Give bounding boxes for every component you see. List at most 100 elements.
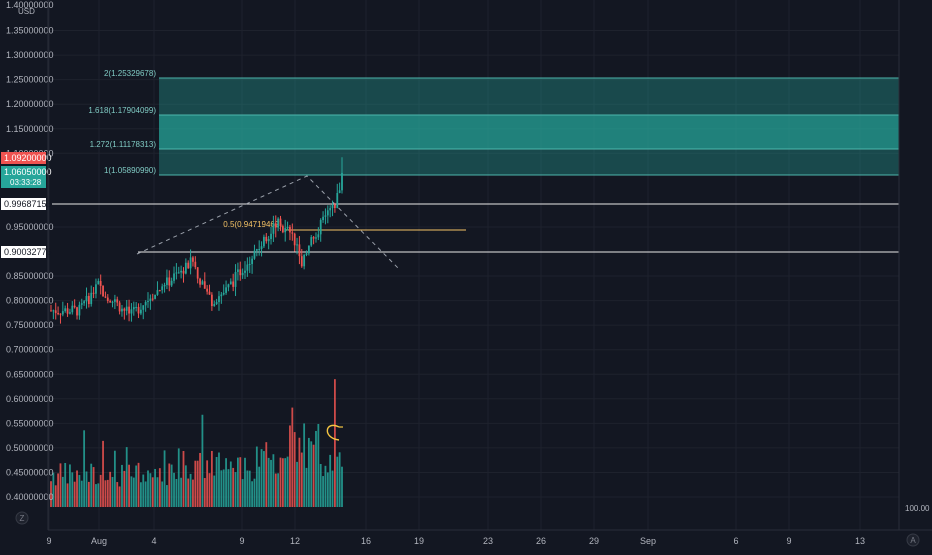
volume-bar <box>312 444 315 507</box>
volume-bar <box>326 472 329 507</box>
time-tick-label: 16 <box>361 536 371 546</box>
time-tick-label: 26 <box>536 536 546 546</box>
candle-body <box>336 192 339 208</box>
candle-body <box>92 292 95 294</box>
volume-bar <box>206 460 209 507</box>
volume-bar <box>300 452 303 507</box>
candle-body <box>206 288 209 292</box>
volume-bar <box>69 464 71 507</box>
candle-body <box>168 277 171 286</box>
volume-bar <box>220 470 223 507</box>
candle-body <box>199 278 201 285</box>
candle-body <box>234 271 237 287</box>
volume-bar <box>336 456 339 507</box>
volume-bar <box>303 423 306 507</box>
volume-bar <box>239 457 242 507</box>
candle-body <box>173 273 175 281</box>
candle-body <box>109 301 112 303</box>
price-tick-label: 0.50000000 <box>6 443 54 453</box>
candle-body <box>258 249 261 251</box>
volume-bar <box>170 464 173 507</box>
volume-bar <box>305 467 308 507</box>
candle-body <box>137 306 140 314</box>
level-tag-upper <box>1 198 46 210</box>
time-tick-label: 6 <box>733 536 738 546</box>
candle-body <box>272 223 275 234</box>
candle-body <box>255 249 258 251</box>
volume-bar <box>232 467 235 507</box>
candle-body <box>95 284 97 294</box>
current-price-tag <box>1 166 46 188</box>
volume-bar <box>329 454 332 507</box>
volume-bar <box>132 477 135 507</box>
volume-bar <box>182 450 185 507</box>
volume-bar <box>203 478 206 507</box>
candle-body <box>132 307 135 310</box>
volume-bar <box>180 477 183 507</box>
volume-bar <box>106 479 109 507</box>
trend-path[interactable] <box>136 175 401 271</box>
candle-body <box>324 215 327 217</box>
volume-bar <box>298 437 301 507</box>
volume-bar <box>310 441 313 507</box>
volume-bar <box>225 458 227 507</box>
candle-body <box>99 281 102 286</box>
candle-body <box>106 297 109 302</box>
candle-body <box>85 295 88 302</box>
volume-bar <box>274 473 277 507</box>
volume-bar <box>173 472 175 507</box>
volume-bar <box>177 448 180 507</box>
volume-bar <box>213 475 216 507</box>
candle-body <box>227 284 230 288</box>
candle-body <box>300 256 303 267</box>
volume-bar <box>87 481 90 507</box>
candle-body <box>90 292 93 304</box>
volume-bar <box>135 465 138 507</box>
candle-body <box>73 305 76 308</box>
candle-body <box>156 290 159 295</box>
volume-bar <box>109 471 112 507</box>
volume-bar <box>196 460 199 507</box>
volume-bar <box>227 469 230 507</box>
price-tick-label: 1.20000000 <box>6 99 54 109</box>
volume-bar <box>315 430 317 507</box>
volume-bar <box>234 472 237 507</box>
auto-scale-icon: A <box>910 536 916 545</box>
candle-body <box>116 299 119 303</box>
candle-body <box>307 245 310 254</box>
price-tick-label: 0.65000000 <box>6 369 54 379</box>
candle-body <box>229 281 232 285</box>
volume-bar <box>95 484 97 507</box>
candle-body <box>80 303 83 305</box>
time-tick-label: 9 <box>786 536 791 546</box>
candle-body <box>284 228 287 233</box>
candle-body <box>267 239 270 242</box>
volume-bar <box>199 452 201 507</box>
price-axis[interactable]: 1.40000000 USD 1.35000000 1.30000000 1.250… <box>1 0 54 530</box>
volume-bar <box>71 472 74 507</box>
candle-body <box>334 204 336 208</box>
volume-bar <box>286 456 289 507</box>
volume-bar <box>187 478 190 507</box>
candle-body <box>76 307 78 316</box>
auto-scale-button[interactable] <box>906 533 920 547</box>
price-tick-label: 0.55000000 <box>6 418 54 428</box>
volume-bar <box>97 483 100 507</box>
price-tick-label: 0.95000000 <box>6 222 54 232</box>
time-tick-label: 12 <box>290 536 300 546</box>
candle-body <box>194 261 197 268</box>
candle-body <box>118 302 121 312</box>
time-axis[interactable]: 9 Aug 4 9 12 16 19 23 26 29 Sep 6 9 13 Z A <box>15 511 932 547</box>
candle-body <box>210 294 213 307</box>
candle-body <box>326 210 329 216</box>
price-tick-label: 1.30000000 <box>6 50 54 60</box>
candle-body <box>161 286 164 291</box>
fib-extension[interactable]: 2(1.25329678) 1.618(1.17904099) 1.272(1.… <box>88 69 899 176</box>
candle-body <box>97 281 100 285</box>
volume-bar <box>121 464 123 507</box>
volume-bar <box>92 467 95 507</box>
zoom-reset-button[interactable] <box>15 511 29 525</box>
volume-bar <box>85 471 88 507</box>
